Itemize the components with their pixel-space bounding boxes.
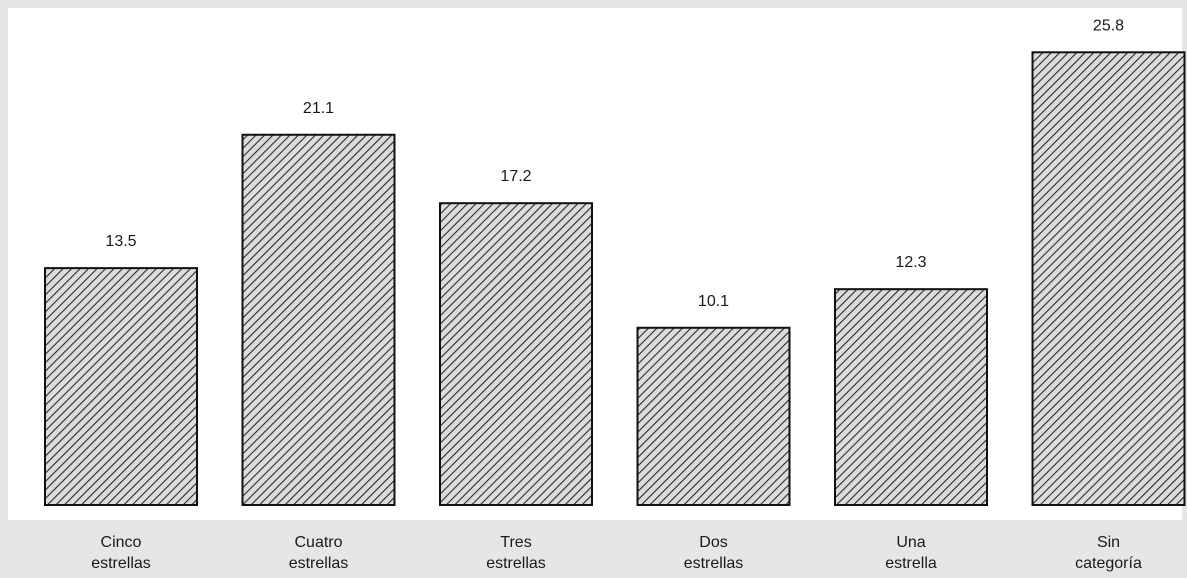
value-label-3: 10.1 (698, 293, 729, 310)
value-label-1: 21.1 (303, 100, 334, 117)
category-label-5: Sin categoría (1075, 534, 1142, 572)
bar-5 (1031, 51, 1186, 506)
value-label-0: 13.5 (105, 233, 136, 250)
bar-1 (241, 133, 396, 506)
bar-2 (439, 202, 593, 506)
value-label-5: 25.8 (1093, 17, 1124, 34)
value-label-4: 12.3 (895, 254, 926, 271)
bar-0 (44, 267, 198, 507)
category-label-line: Cuatro (294, 534, 342, 551)
bar-4 (834, 288, 988, 506)
bar-3 (636, 326, 791, 506)
category-label-0: Cinco estrellas (91, 534, 151, 572)
category-label-line: Tres (500, 534, 531, 551)
category-label-line: categoría (1075, 555, 1142, 572)
category-labels-group: Cinco estrellas Cuatro estrellas Tres estrell… (91, 534, 1142, 572)
value-labels-group: 13.5 21.1 17.2 10.1 12.3 25.8 (105, 17, 1124, 309)
category-label-line: estrella (885, 555, 937, 572)
category-label-line: estrellas (486, 555, 546, 572)
category-label-2: Tres estrellas (486, 534, 546, 572)
category-label-3: Dos estrellas (684, 534, 744, 572)
category-label-line: Una (896, 534, 925, 551)
value-label-2: 17.2 (500, 168, 531, 185)
category-label-line: estrellas (289, 555, 349, 572)
category-label-line: estrellas (91, 555, 151, 572)
category-label-4: Una estrella (885, 534, 937, 572)
category-label-line: Dos (699, 534, 727, 551)
category-label-line: estrellas (684, 555, 744, 572)
category-label-line: Cinco (101, 534, 142, 551)
bars-group (44, 51, 1186, 507)
category-label-line: Sin (1097, 534, 1120, 551)
category-label-1: Cuatro estrellas (289, 534, 349, 572)
